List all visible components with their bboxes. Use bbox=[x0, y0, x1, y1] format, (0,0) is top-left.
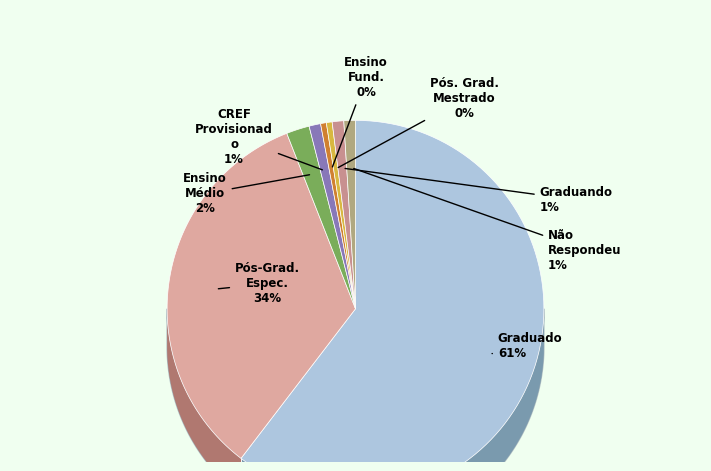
Polygon shape bbox=[332, 121, 356, 309]
Polygon shape bbox=[167, 133, 356, 458]
Text: Pós-Grad.
Espec.
34%: Pós-Grad. Espec. 34% bbox=[218, 262, 300, 305]
Polygon shape bbox=[287, 126, 356, 309]
Polygon shape bbox=[167, 309, 544, 471]
Text: Graduando
1%: Graduando 1% bbox=[345, 169, 613, 214]
Polygon shape bbox=[241, 121, 544, 471]
Polygon shape bbox=[309, 124, 356, 309]
Text: Ensino
Fund.
0%: Ensino Fund. 0% bbox=[333, 57, 387, 167]
Polygon shape bbox=[326, 122, 356, 309]
Polygon shape bbox=[167, 313, 241, 471]
Text: Graduado
61%: Graduado 61% bbox=[492, 333, 562, 360]
Text: Pós. Grad.
Mestrado
0%: Pós. Grad. Mestrado 0% bbox=[338, 77, 499, 168]
Text: CREF
Provisionad
o
1%: CREF Provisionad o 1% bbox=[195, 108, 322, 170]
Text: Ensino
Médio
2%: Ensino Médio 2% bbox=[183, 172, 309, 215]
Polygon shape bbox=[344, 121, 356, 309]
Polygon shape bbox=[321, 122, 356, 309]
Polygon shape bbox=[241, 316, 544, 471]
Text: Não
Respondeu
1%: Não Respondeu 1% bbox=[353, 169, 621, 272]
